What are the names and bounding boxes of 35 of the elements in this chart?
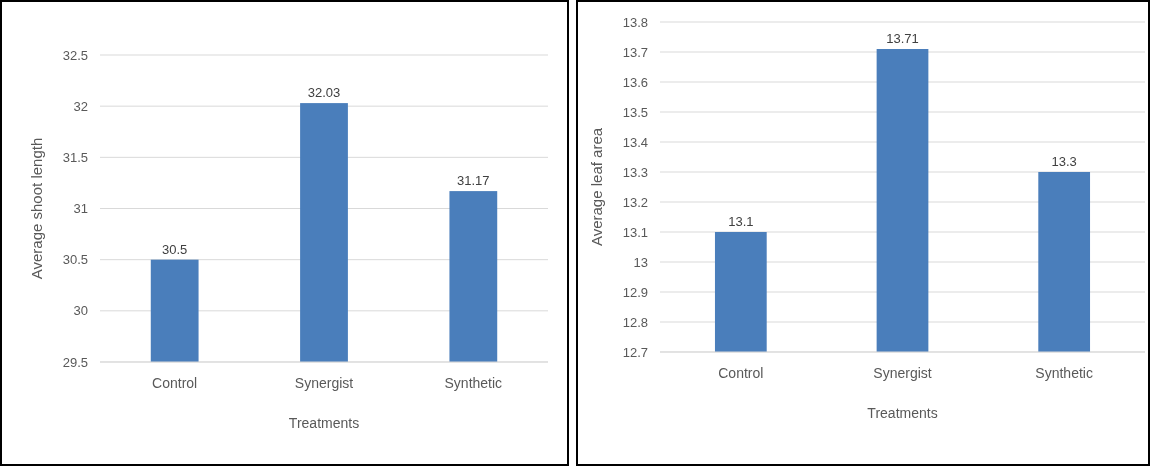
y-axis-title: Average shoot length: [28, 137, 45, 280]
y-tick-label: 13.8: [622, 14, 648, 30]
data-label: 30.5: [162, 241, 188, 257]
y-tick-label: 13: [633, 254, 648, 270]
y-tick-label: 29.5: [62, 354, 88, 370]
y-tick-label: 32: [73, 98, 88, 114]
y-tick-label: 31.5: [62, 149, 88, 165]
data-label: 32.03: [307, 85, 341, 101]
y-tick-label: 12.7: [622, 344, 648, 360]
x-axis-title: Treatments: [288, 415, 360, 431]
y-tick-label: 30: [73, 303, 88, 319]
y-tick-label: 13.4: [622, 134, 648, 150]
y-tick-label: 12.8: [622, 314, 648, 330]
x-tick-label: Synergist: [294, 375, 354, 391]
x-tick-label: Synergist: [873, 365, 932, 381]
y-tick-label: 32.5: [62, 47, 88, 63]
y-tick-label: 30.5: [62, 252, 88, 268]
y-tick-label: 12.9: [622, 284, 648, 300]
x-axis-title: Treatments: [867, 405, 938, 421]
x-tick-label: Synthetic: [444, 375, 503, 391]
y-tick-label: 13.3: [622, 164, 648, 180]
y-tick-label: 13.7: [622, 44, 648, 60]
y-axis-title: Average leaf area: [588, 127, 605, 247]
data-label: 13.71: [886, 31, 919, 46]
data-label: 13.3: [1051, 154, 1077, 169]
y-tick-label: 31: [73, 201, 88, 217]
x-tick-label: Control: [152, 375, 198, 391]
data-label: 13.1: [728, 214, 754, 229]
y-tick-label: 13.6: [622, 74, 648, 90]
data-label: 31.17: [457, 173, 490, 189]
y-tick-label: 13.1: [622, 224, 648, 240]
y-tick-label: 13.5: [622, 104, 648, 120]
x-tick-label: Control: [718, 365, 764, 381]
y-tick-label: 13.2: [622, 194, 648, 210]
x-tick-label: Synthetic: [1035, 365, 1093, 381]
